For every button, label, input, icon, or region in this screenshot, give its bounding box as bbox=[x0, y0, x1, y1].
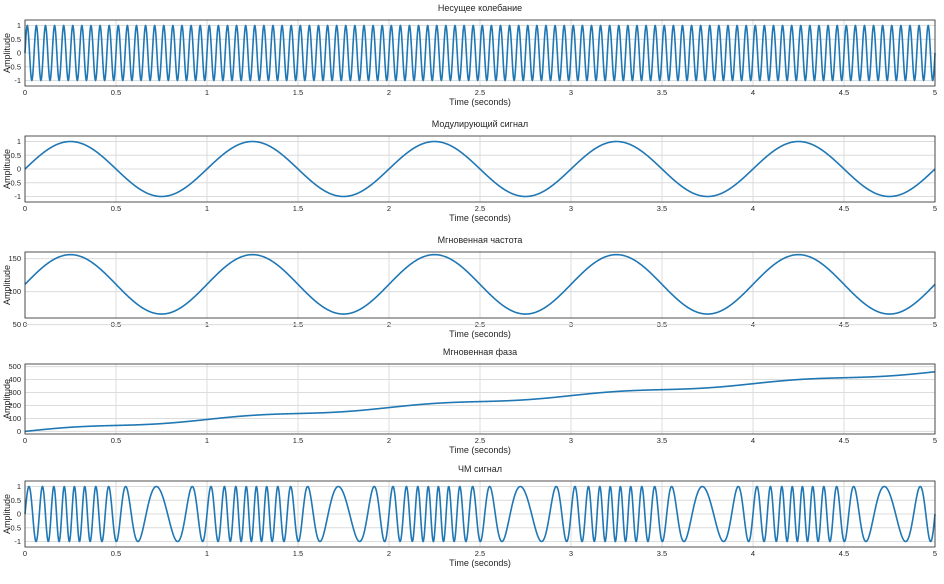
series-line bbox=[24, 485, 936, 543]
x-tick-label: 1 bbox=[205, 88, 209, 97]
subplot-2: Модулирующий сигнал 0 0.5 1 1.5 2 2.5 3 3.5 4 4.5 5… bbox=[2, 119, 937, 223]
x-tick-label: 4 bbox=[751, 436, 755, 445]
y-tick-label: -0.5 bbox=[8, 523, 21, 532]
y-axis-label: Amplitude bbox=[2, 494, 12, 534]
series-line bbox=[24, 140, 936, 198]
y-tick-label: -1 bbox=[14, 192, 21, 201]
x-tick-label: 0 bbox=[23, 88, 27, 97]
subplot-4: Мгновенная фаза 0 0.5 1 1.5 2 2.5 3 3.5 4 4.5 5 500 4… bbox=[2, 347, 937, 455]
x-axis-label: Time (seconds) bbox=[449, 213, 511, 223]
axes-frame bbox=[24, 19, 936, 87]
x-axis-label: Time (seconds) bbox=[449, 558, 511, 568]
x-tick-label: 1 bbox=[205, 436, 209, 445]
x-tick-label: 3 bbox=[569, 549, 573, 558]
x-tick-label: 3.5 bbox=[657, 436, 667, 445]
axes-frame bbox=[24, 251, 936, 319]
x-tick-label: 4.5 bbox=[839, 204, 849, 213]
x-tick-label: 1 bbox=[205, 204, 209, 213]
x-axis-label: Time (seconds) bbox=[449, 97, 511, 107]
y-tick-label: 100 bbox=[8, 287, 21, 296]
x-tick-label: 0.5 bbox=[111, 549, 121, 558]
x-tick-label: 2.5 bbox=[475, 436, 485, 445]
series-line bbox=[24, 370, 936, 433]
x-tick-label: 3 bbox=[569, 436, 573, 445]
x-tick-label: 0 bbox=[23, 549, 27, 558]
chart-title: Мгновенная фаза bbox=[443, 347, 517, 357]
x-tick-label: 1.5 bbox=[293, 436, 303, 445]
y-tick-label: 1 bbox=[17, 137, 21, 146]
y-tick-label: 0 bbox=[17, 427, 21, 436]
x-tick-label: 5 bbox=[933, 549, 937, 558]
x-tick-label: 2 bbox=[387, 88, 391, 97]
subplot-1: Несущее колебание 0 0.5 1 1.5 2 2.5 3 3.5 4 4.5 5 1 0… bbox=[2, 3, 937, 107]
axes-frame bbox=[24, 363, 936, 435]
y-axis-label: Amplitude bbox=[2, 33, 12, 73]
y-tick-label: 0.5 bbox=[11, 496, 21, 505]
x-tick-label: 0.5 bbox=[111, 204, 121, 213]
axes-frame bbox=[24, 135, 936, 203]
y-tick-label: 500 bbox=[8, 362, 21, 371]
subplot-3: Мгновенная частота00.511.522.533.544.551… bbox=[2, 235, 937, 339]
x-tick-label: 1 bbox=[205, 549, 209, 558]
chart-title: Мгновенная частота bbox=[438, 235, 523, 245]
y-tick-label: 0 bbox=[17, 510, 21, 519]
x-tick-label: 4 bbox=[751, 549, 755, 558]
series-line bbox=[24, 24, 936, 82]
y-tick-label: 1 bbox=[17, 21, 21, 30]
y-tick-label: 0.5 bbox=[11, 35, 21, 44]
chart-title: Модулирующий сигнал bbox=[432, 119, 528, 129]
x-tick-label: 3.5 bbox=[657, 549, 667, 558]
y-tick-label: 0 bbox=[17, 165, 21, 174]
y-tick-label: 0 bbox=[17, 49, 21, 58]
x-tick-label: 1.5 bbox=[293, 204, 303, 213]
y-tick-label: 400 bbox=[8, 375, 21, 384]
x-tick-label: 0 bbox=[23, 204, 27, 213]
y-tick-label: 300 bbox=[8, 388, 21, 397]
x-tick-label: 5 bbox=[933, 88, 937, 97]
x-tick-label: 3.5 bbox=[657, 88, 667, 97]
subplot-5: ЧМ сигнал 0 0.5 1 1.5 2 2.5 3 3.5 4 4.5 5 1 0.5 0 -0.5 -… bbox=[2, 464, 937, 568]
x-tick-label: 3 bbox=[569, 88, 573, 97]
axes-frame bbox=[24, 480, 936, 548]
y-tick-label: -0.5 bbox=[8, 178, 21, 187]
x-tick-label: 2.5 bbox=[475, 204, 485, 213]
y-tick-label: 200 bbox=[8, 401, 21, 410]
x-tick-label: 2 bbox=[387, 549, 391, 558]
x-tick-label: 3.5 bbox=[657, 204, 667, 213]
x-tick-label: 5 bbox=[933, 204, 937, 213]
x-tick-label: 4 bbox=[751, 204, 755, 213]
y-tick-label: 1 bbox=[17, 482, 21, 491]
chart-title: ЧМ сигнал bbox=[458, 464, 502, 474]
y-tick-label: 0.5 bbox=[11, 151, 21, 160]
x-tick-label: 2.5 bbox=[475, 549, 485, 558]
x-axis-label: Time (seconds) bbox=[449, 445, 511, 455]
y-tick-label: 50 bbox=[13, 320, 21, 329]
x-tick-label: 4 bbox=[751, 88, 755, 97]
x-tick-label: 3 bbox=[569, 204, 573, 213]
x-tick-label: 1.5 bbox=[293, 88, 303, 97]
x-tick-label: 4.5 bbox=[839, 549, 849, 558]
y-axis-label: Amplitude bbox=[2, 265, 12, 305]
x-tick-label: 2 bbox=[387, 204, 391, 213]
x-tick-label: 5 bbox=[933, 436, 937, 445]
chart-title: Несущее колебание bbox=[438, 3, 522, 13]
y-tick-label: 150 bbox=[8, 254, 21, 263]
x-tick-label: 0 bbox=[23, 436, 27, 445]
y-tick-label: -1 bbox=[14, 537, 21, 546]
y-tick-label: -0.5 bbox=[8, 62, 21, 71]
series-line bbox=[24, 253, 936, 315]
y-tick-label: -1 bbox=[14, 76, 21, 85]
y-axis-label: Amplitude bbox=[2, 379, 12, 419]
y-tick-label: 100 bbox=[8, 414, 21, 423]
x-tick-label: 0.5 bbox=[111, 436, 121, 445]
x-tick-label: 4.5 bbox=[839, 436, 849, 445]
y-axis-label: Amplitude bbox=[2, 149, 12, 189]
x-tick-label: 2 bbox=[387, 436, 391, 445]
x-tick-label: 0.5 bbox=[111, 88, 121, 97]
x-tick-label: 2.5 bbox=[475, 88, 485, 97]
x-tick-label: 4.5 bbox=[839, 88, 849, 97]
x-tick-label: 1.5 bbox=[293, 549, 303, 558]
x-axis-label: Time (seconds) bbox=[449, 329, 511, 339]
